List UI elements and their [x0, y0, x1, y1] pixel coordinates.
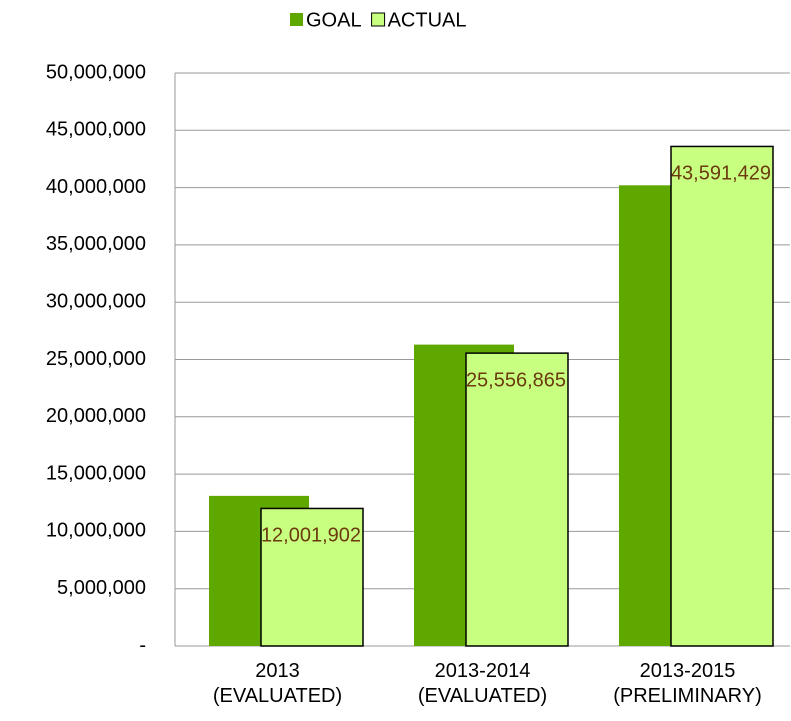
y-tick-label: - [139, 634, 146, 656]
y-tick-label: 15,000,000 [46, 462, 146, 484]
y-tick-label: 20,000,000 [46, 405, 146, 427]
bar [260, 507, 364, 647]
y-tick-label: 35,000,000 [46, 233, 146, 255]
y-tick-label: 40,000,000 [46, 176, 146, 198]
legend-swatch [290, 13, 303, 26]
y-tick-label: 45,000,000 [46, 119, 146, 141]
legend-label: GOAL [306, 9, 362, 31]
y-tick-label: 30,000,000 [46, 290, 146, 312]
y-tick-label: 50,000,000 [46, 61, 146, 83]
bar [670, 145, 774, 647]
data-label: 12,001,902 [261, 525, 361, 547]
y-tick-label: 10,000,000 [46, 520, 146, 542]
x-tick-label: 2013 (EVALUATED) [212, 660, 343, 707]
data-label: 25,556,865 [466, 369, 566, 391]
legend-label: ACTUAL [388, 9, 467, 31]
x-tick-label: 2013-2015 (PRELIMINARY) [613, 660, 762, 707]
legend-swatch [371, 12, 386, 27]
data-label: 43,591,429 [671, 163, 771, 185]
x-tick-label: 2013-2014 (EVALUATED) [417, 660, 548, 707]
bar [465, 352, 569, 647]
y-tick-label: 25,000,000 [46, 348, 146, 370]
y-tick-label: 5,000,000 [57, 577, 146, 599]
